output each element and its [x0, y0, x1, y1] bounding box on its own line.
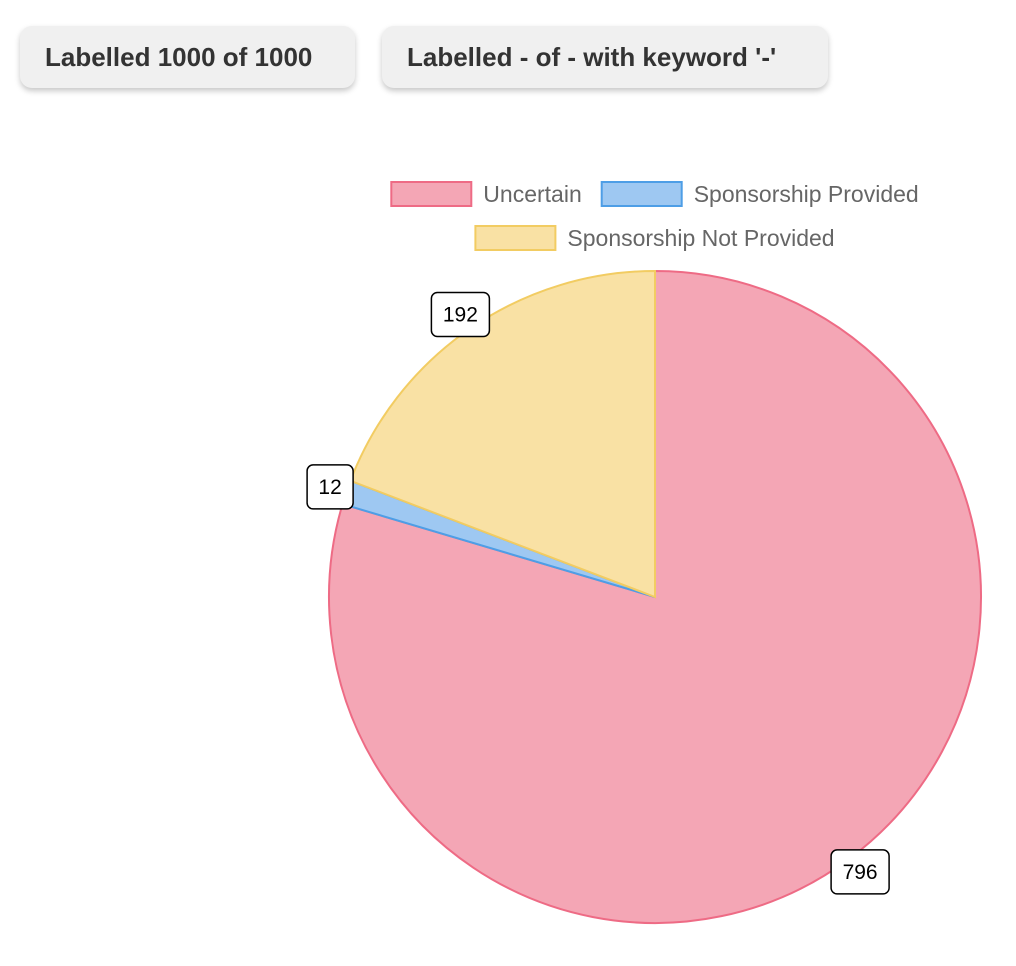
legend-item-sponsorship-not-provided[interactable]: Sponsorship Not Provided: [567, 225, 834, 251]
legend-item-sponsorship-provided[interactable]: Sponsorship Provided: [694, 181, 919, 207]
data-label-box: [306, 464, 354, 510]
data-label-sponsorship-not-provided: 192: [443, 304, 478, 327]
legend-swatch-uncertain: [390, 181, 473, 207]
data-label-box: [430, 291, 491, 338]
data-label-sponsorship-provided: 12: [318, 476, 341, 499]
pie-slices: [328, 269, 982, 924]
keyword-filter-button[interactable]: Labelled - of - with keyword '-': [382, 26, 828, 88]
data-label-box: [830, 849, 890, 895]
legend-swatch-sponsorship-provided: [600, 181, 683, 207]
data-labels: 796 12 192: [306, 291, 890, 895]
legend-swatch-sponsorship-not-provided: [474, 225, 557, 251]
labelled-count-button[interactable]: Labelled 1000 of 1000: [20, 26, 355, 88]
chart-legend: Uncertain Sponsorship Provided Sponsorship…: [390, 181, 919, 251]
data-label-uncertain: 796: [843, 861, 878, 884]
legend-item-uncertain[interactable]: Uncertain: [483, 181, 581, 207]
